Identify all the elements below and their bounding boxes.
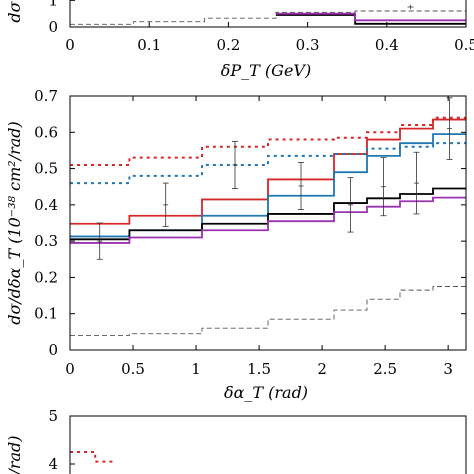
y-tick-label: 0.7 xyxy=(34,87,58,105)
top-x-axis-label: δP_T (GeV) xyxy=(221,61,311,80)
x-tick-label: 0.5 xyxy=(121,360,145,378)
plot-frame xyxy=(69,95,467,351)
y-axis-label: dσ/dδα_T (10⁻³⁸ cm²/rad) xyxy=(5,121,24,325)
series-line xyxy=(70,116,467,166)
y-tick-label: 0.3 xyxy=(34,232,58,250)
y-tick-label: 0.2 xyxy=(34,268,58,286)
x-tick-label: 2.5 xyxy=(373,360,397,378)
bottom-series-line xyxy=(70,451,115,463)
top-x-tick-label: 0.5 xyxy=(454,36,474,54)
y-tick-label: 0.4 xyxy=(34,196,58,214)
top-y-axis-label: dσ xyxy=(5,0,24,22)
top-y-tick-label: 0 xyxy=(48,18,58,36)
top-x-tick-label: 0.1 xyxy=(137,36,161,54)
x-tick-label: 0 xyxy=(65,360,75,378)
x-axis-label: δα_T (rad) xyxy=(224,383,308,402)
series-line xyxy=(70,286,467,336)
x-tick-label: 1.5 xyxy=(247,360,271,378)
top-x-tick-label: 0.4 xyxy=(375,36,399,54)
y-tick-label: 0.5 xyxy=(34,160,58,178)
top-plot-frame xyxy=(69,0,467,28)
x-tick-label: 3 xyxy=(443,360,453,378)
top-series-line xyxy=(275,12,466,22)
top-series-line xyxy=(70,10,466,25)
top-x-tick-label: 0.3 xyxy=(296,36,320,54)
middle-panel: 0 0.5 1 1.5 2 2.5 3 0 0.1 0.2 0.3 0.4 0.5 0.6 0.7 δα_T … xyxy=(5,87,467,402)
top-y-tick-label: 1 xyxy=(48,0,58,9)
y-tick-label: 0 xyxy=(48,341,58,359)
top-x-tick-label: 0.2 xyxy=(216,36,240,54)
bottom-plot-frame xyxy=(69,415,467,474)
x-tick-label: 1 xyxy=(191,360,201,378)
y-tick-label: 0.1 xyxy=(34,305,58,323)
bottom-y-tick-label: 5 xyxy=(48,407,58,425)
top-series-line xyxy=(275,14,466,25)
x-tick-label: 2 xyxy=(317,360,327,378)
top-panel: 0 0.1 0.2 0.3 0.4 0.5 0 1 δP_T (GeV) dσ xyxy=(5,0,474,80)
bottom-panel: 5 4/rad) xyxy=(5,407,467,474)
top-x-tick-label: 0 xyxy=(65,36,75,54)
series-line xyxy=(70,142,467,185)
bottom-y-axis-label: /rad) xyxy=(5,435,24,474)
bottom-y-tick-label: 4 xyxy=(48,455,58,473)
y-tick-label: 0.6 xyxy=(34,123,58,141)
